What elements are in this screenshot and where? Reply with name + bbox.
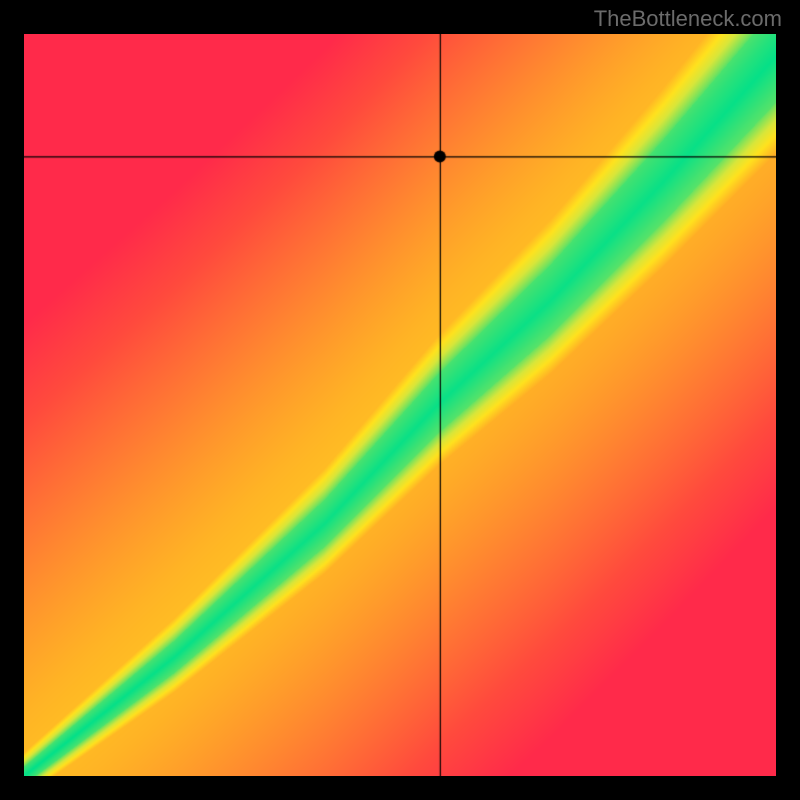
chart-container: TheBottleneck.com	[0, 0, 800, 800]
watermark-text: TheBottleneck.com	[594, 6, 782, 32]
plot-area	[24, 34, 776, 776]
heatmap-canvas	[24, 34, 776, 776]
